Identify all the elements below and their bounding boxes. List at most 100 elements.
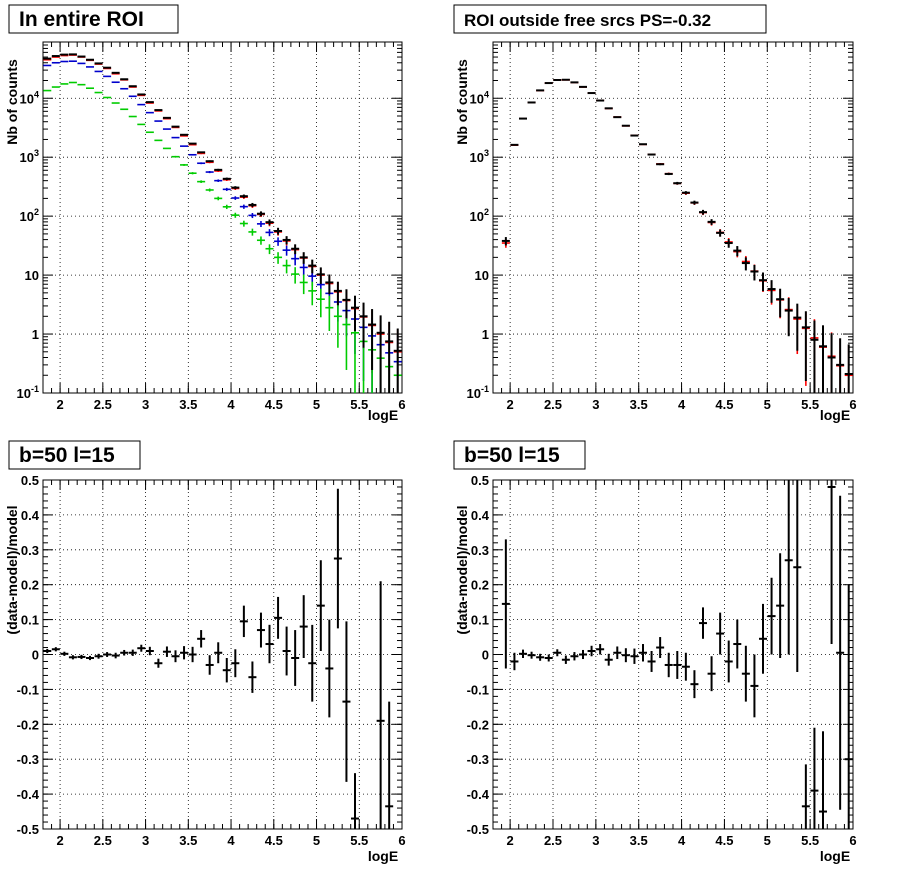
x-tick-label: 3 <box>592 397 599 412</box>
x-tick-label: 5.5 <box>350 397 368 412</box>
title-box <box>8 4 179 34</box>
y-tick-label: -0.2 <box>17 717 39 732</box>
x-tick-label: 3 <box>142 833 149 848</box>
x-axis-label: logE <box>368 407 398 423</box>
y-axis-label: (data-model)/model <box>4 505 20 634</box>
y-tick-label: -0.4 <box>467 787 490 802</box>
plot-frame <box>492 41 854 394</box>
series-1 <box>501 78 853 393</box>
y-tick-label: 1 <box>32 327 39 342</box>
y-tick-label: -0.5 <box>17 822 39 837</box>
y-tick-label: -0.1 <box>17 682 39 697</box>
x-tick-label: 4 <box>227 833 235 848</box>
x-tick-label: 6 <box>849 833 856 848</box>
x-tick-label: 4 <box>227 397 235 412</box>
x-axis-label: logE <box>368 848 398 864</box>
y-tick-label: 10-1 <box>17 384 39 401</box>
x-tick-label: 5.5 <box>350 833 368 848</box>
x-tick-label: 2.5 <box>544 397 562 412</box>
x-tick-label: 3 <box>142 397 149 412</box>
x-tick-label: 5.5 <box>801 397 819 412</box>
y-tick-label: 102 <box>470 207 489 224</box>
series-0 <box>43 54 402 393</box>
residual-series <box>501 480 853 829</box>
panel-residuals-left: 2 2.5 3 3.5 4 4.5 5 5.5 6 -0.5 -0.4 -0.3 -0.2 -0.1 0 0.… <box>4 440 406 864</box>
y-tick-label: 104 <box>20 89 39 106</box>
y-tick-label: 0.1 <box>471 613 489 628</box>
plot-frame <box>42 41 403 394</box>
panel-roi-outside-free-srcs: 2 2.5 3 3.5 4 4.5 5 5.5 6 10-1 1 10 102 103 104 logE Nb … <box>453 4 857 423</box>
y-tick-label: 102 <box>20 207 39 224</box>
y-tick-label: 0.3 <box>21 543 39 558</box>
title-box <box>453 4 767 34</box>
x-tick-label: 6 <box>849 397 856 412</box>
y-tick-label: 0.4 <box>21 508 40 523</box>
x-tick-label: 5 <box>313 833 320 848</box>
series-1 <box>43 60 402 393</box>
x-tick-label: 5 <box>764 833 771 848</box>
x-tick-label: 4.5 <box>265 833 283 848</box>
y-tick-label: 0.5 <box>21 473 39 488</box>
y-tick-label: 0.2 <box>471 578 489 593</box>
y-tick-label: -0.1 <box>467 682 489 697</box>
x-axis-label: logE <box>820 407 850 423</box>
title-box <box>8 440 141 470</box>
chart-title: ROI outside free srcs PS=-0.32 <box>464 11 711 30</box>
y-tick-label: 103 <box>20 148 39 165</box>
x-tick-label: 4.5 <box>715 833 733 848</box>
x-tick-label: 2.5 <box>94 397 112 412</box>
x-tick-label: 6 <box>398 833 405 848</box>
x-tick-label: 3.5 <box>630 833 648 848</box>
x-tick-label: 2 <box>507 397 514 412</box>
x-tick-label: 3.5 <box>630 397 648 412</box>
y-axis-label: Nb of counts <box>4 59 20 145</box>
y-tick-label: -0.5 <box>467 822 489 837</box>
x-tick-label: 4 <box>678 833 686 848</box>
y-tick-label: -0.3 <box>467 752 489 767</box>
x-tick-label: 5.5 <box>801 833 819 848</box>
y-tick-label: 103 <box>470 148 489 165</box>
y-axis-label: Nb of counts <box>454 59 470 145</box>
y-tick-label: -0.2 <box>467 717 489 732</box>
chart-title: In entire ROI <box>19 8 144 31</box>
y-tick-label: 104 <box>470 89 489 106</box>
x-tick-label: 2 <box>507 833 514 848</box>
series-0 <box>501 79 853 393</box>
y-tick-label: 0.4 <box>471 508 490 523</box>
y-tick-label: -0.4 <box>17 787 40 802</box>
x-tick-label: 3.5 <box>179 397 197 412</box>
residual-series <box>43 488 394 829</box>
panel-residuals-right: 2 2.5 3 3.5 4 4.5 5 5.5 6 -0.5 -0.4 -0.3 -0.2 -0.1 0 0.… <box>453 440 857 864</box>
y-tick-label: 0.5 <box>471 473 489 488</box>
x-tick-label: 4.5 <box>715 397 733 412</box>
y-tick-label: 10-1 <box>467 384 489 401</box>
x-tick-label: 5 <box>764 397 771 412</box>
plot-frame <box>42 479 403 830</box>
x-tick-label: 3.5 <box>179 833 197 848</box>
y-tick-label: 0 <box>482 648 489 663</box>
y-tick-label: 10 <box>475 268 489 283</box>
x-tick-label: 2.5 <box>94 833 112 848</box>
y-tick-label: 10 <box>25 268 39 283</box>
x-tick-label: 2 <box>56 833 63 848</box>
x-axis-label: logE <box>820 848 850 864</box>
x-tick-label: 6 <box>398 397 405 412</box>
x-tick-label: 2 <box>56 397 63 412</box>
y-tick-label: 0 <box>32 648 39 663</box>
y-tick-label: -0.3 <box>17 752 39 767</box>
panel-in-entire-roi: 2 2.5 3 3.5 4 4.5 5 5.5 6 10-1 1 10 102 103 104 logE Nb … <box>4 4 406 423</box>
chart-title: b=50 l=15 <box>19 444 115 467</box>
y-tick-label: 0.3 <box>471 543 489 558</box>
y-tick-label: 1 <box>482 327 489 342</box>
chart-title: b=50 l=15 <box>464 444 560 467</box>
y-tick-label: 0.1 <box>21 613 39 628</box>
x-tick-label: 4.5 <box>265 397 283 412</box>
x-tick-label: 4 <box>678 397 686 412</box>
x-tick-label: 2.5 <box>544 833 562 848</box>
y-axis-label: (data-model)/model <box>454 505 470 634</box>
y-tick-label: 0.2 <box>21 578 39 593</box>
x-tick-label: 5 <box>313 397 320 412</box>
series-3 <box>43 53 402 393</box>
title-box <box>453 440 586 470</box>
